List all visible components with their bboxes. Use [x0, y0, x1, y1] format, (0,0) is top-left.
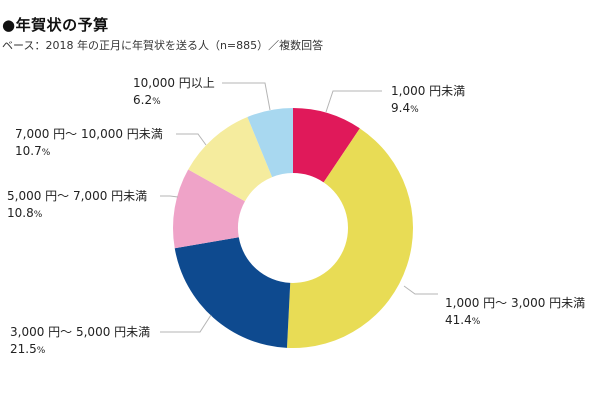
label-name: 3,000 円〜 5,000 円未満	[10, 325, 151, 339]
label-name: 1,000 円未満	[391, 84, 466, 98]
leader-line-5000-7000	[160, 195, 179, 198]
leader-line-1000-3000	[403, 285, 438, 295]
donut-slice	[247, 108, 293, 178]
label-percent: 10.8%	[7, 206, 43, 220]
label-percent: 10.7%	[15, 144, 51, 158]
chart-subtitle: ベース：2018 年の正月に年賀状を送る人（n=885）／複数回答	[2, 39, 324, 52]
leader-line-3000-5000	[160, 314, 212, 333]
label-1000-3000: 1,000 円〜 3,000 円未満 41.4%	[445, 295, 585, 331]
chart-title: ●年賀状の予算	[2, 16, 109, 34]
label-name: 10,000 円以上	[133, 76, 215, 90]
donut-slice	[286, 128, 414, 349]
label-5000-7000: 5,000 円〜 7,000 円未満 10.8%	[7, 188, 147, 224]
label-name: 5,000 円〜 7,000 円未満	[7, 189, 148, 203]
donut-slice	[173, 169, 245, 249]
label-name: 1,000 円〜 3,000 円未満	[445, 296, 586, 310]
donut-slice	[188, 116, 273, 202]
leader-line-over-10000	[222, 82, 271, 111]
label-name: 7,000 円〜 10,000 円未満	[15, 127, 163, 141]
label-over-10000: 10,000 円以上 6.2%	[133, 75, 215, 111]
donut-slice	[293, 108, 360, 183]
label-percent: 21.5%	[10, 342, 46, 356]
label-3000-5000: 3,000 円〜 5,000 円未満 21.5%	[10, 324, 150, 360]
leader-line-7000-10000	[176, 133, 207, 146]
donut-slice	[174, 237, 291, 348]
leader-lines	[160, 82, 438, 333]
label-under-1000: 1,000 円未満 9.4%	[391, 83, 465, 119]
label-percent: 41.4%	[445, 313, 481, 327]
leader-line-under-1000	[325, 90, 382, 113]
label-percent: 9.4%	[391, 101, 419, 115]
label-percent: 6.2%	[133, 93, 161, 107]
label-7000-10000: 7,000 円〜 10,000 円未満 10.7%	[15, 126, 163, 162]
donut-slices	[173, 108, 414, 349]
